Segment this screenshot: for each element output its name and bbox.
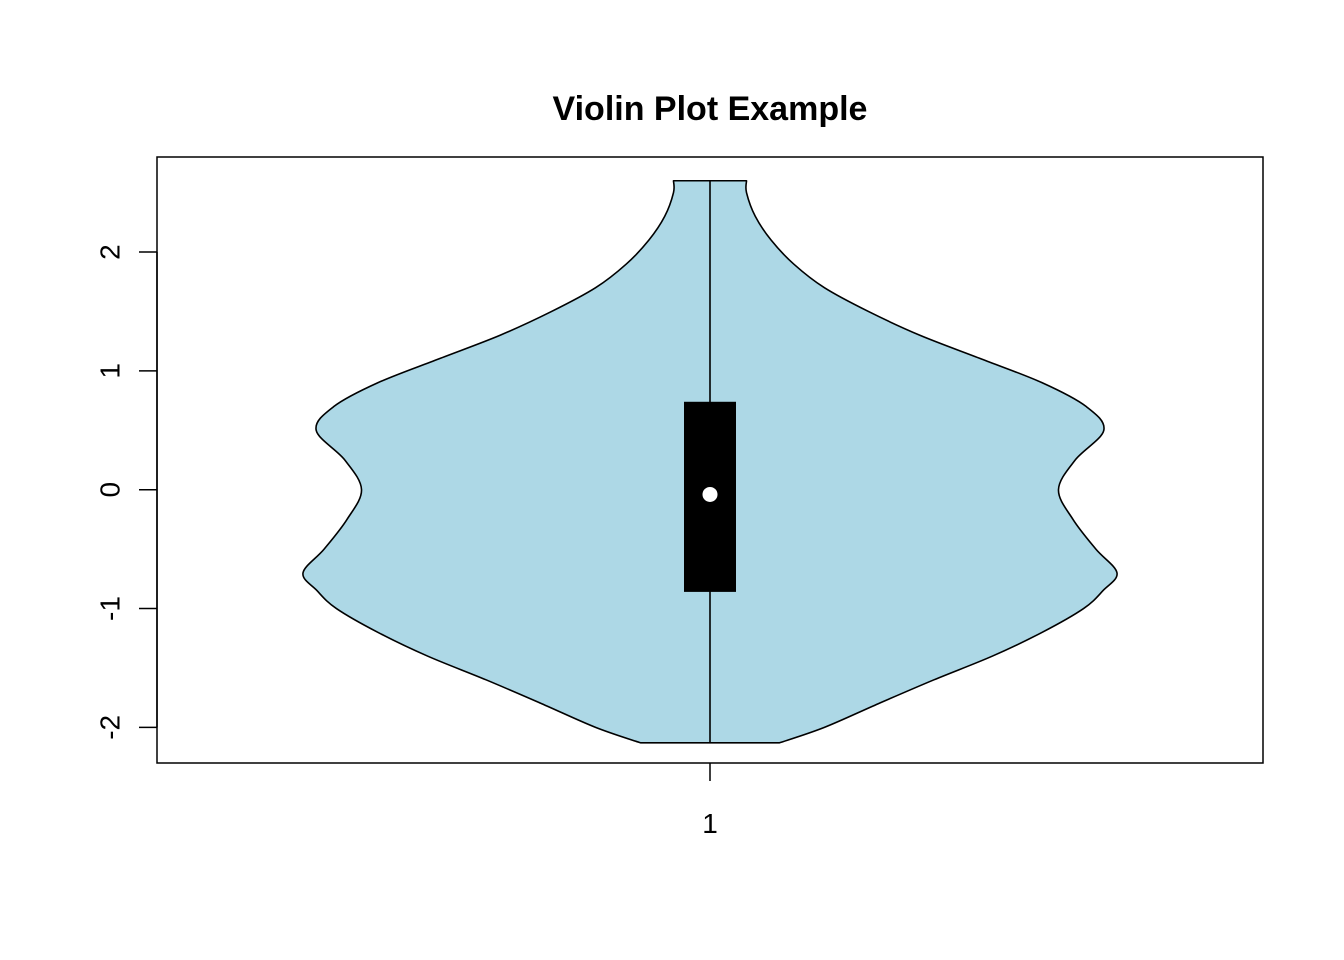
violin-median-point	[702, 486, 718, 502]
violin-group	[302, 179, 1118, 744]
y-axis: -2 -1 0 1 2	[94, 244, 158, 740]
y-tick-label: 1	[94, 363, 125, 379]
x-axis: 1	[702, 763, 718, 839]
y-tick-label: -1	[94, 596, 125, 621]
x-tick-label: 1	[702, 808, 718, 839]
chart-title: Violin Plot Example	[553, 90, 868, 128]
y-tick-label: 0	[94, 482, 125, 498]
y-tick-label: -2	[94, 715, 125, 740]
y-tick-label: 2	[94, 244, 125, 260]
